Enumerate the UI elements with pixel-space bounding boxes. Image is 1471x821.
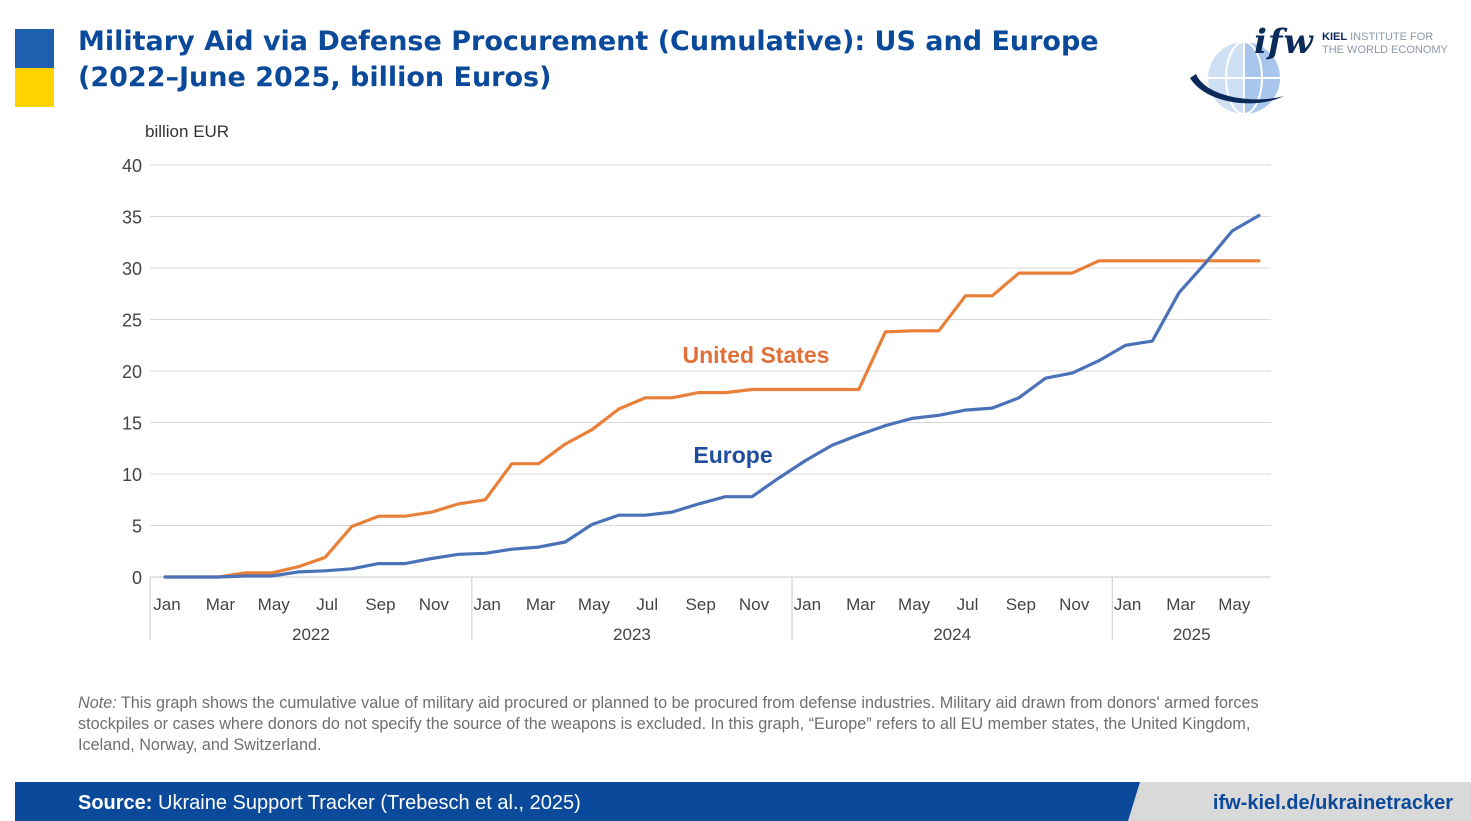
x-tick-label: Jul	[316, 595, 338, 614]
x-tick-label: Mar	[846, 595, 876, 614]
x-tick-label: Nov	[1059, 595, 1090, 614]
x-tick-label: Jan	[153, 595, 180, 614]
y-tick-label: 20	[122, 362, 142, 382]
ukraine-flag-blue	[15, 29, 54, 68]
chart-title: Military Aid via Defense Procurement (Cu…	[78, 24, 1158, 96]
year-label: 2024	[933, 625, 971, 644]
source-citation: Source: Ukraine Support Tracker (Trebesc…	[78, 792, 581, 815]
gridlines	[150, 164, 1271, 578]
x-tick-label: Jan	[473, 595, 500, 614]
title-line-2: (2022–June 2025, billion Euros)	[78, 62, 552, 93]
source-text: Ukraine Support Tracker (Trebesch et al.…	[152, 792, 581, 814]
y-tick-label: 0	[132, 568, 142, 588]
x-tick-label: May	[1218, 595, 1251, 614]
tracker-link[interactable]: ifw-kiel.de/ukrainetracker	[1212, 792, 1453, 814]
logo-wordmark: ifw	[1254, 22, 1314, 62]
footer-url-panel	[1128, 782, 1471, 821]
chart-note: Note: This graph shows the cumulative va…	[78, 693, 1273, 756]
ifw-logo: ifw KIEL INSTITUTE FOR THE WORLD ECONOMY	[1186, 20, 1461, 116]
annotation-united-states: United States	[683, 342, 830, 368]
x-tick-label: Sep	[686, 595, 716, 614]
y-tick-label: 25	[122, 311, 142, 331]
year-label: 2023	[613, 625, 651, 644]
x-tick-label: Mar	[1166, 595, 1196, 614]
x-tick-label: May	[578, 595, 611, 614]
logo-institute-name: KIEL INSTITUTE FOR THE WORLD ECONOMY	[1322, 31, 1448, 57]
globe-icon	[1190, 41, 1284, 115]
y-tick-label: 30	[122, 259, 142, 279]
y-axis-label: billion EUR	[145, 122, 229, 141]
year-label: 2025	[1173, 625, 1211, 644]
x-tick-label: Nov	[739, 595, 770, 614]
logo-institute-line2: THE WORLD ECONOMY	[1322, 44, 1448, 56]
footer-bar	[15, 782, 1145, 821]
x-tick-label: Jul	[636, 595, 658, 614]
y-tick-label: 15	[122, 414, 142, 434]
x-tick-label: May	[898, 595, 931, 614]
x-tick-label: Sep	[1006, 595, 1036, 614]
y-tick-label: 10	[122, 465, 142, 485]
x-tick-label: Nov	[419, 595, 450, 614]
ukraine-flag-yellow	[15, 68, 54, 107]
x-tick-label: Jan	[1114, 595, 1141, 614]
note-text: This graph shows the cumulative value of…	[78, 694, 1259, 754]
x-tick-label: May	[258, 595, 291, 614]
x-tick-label: Jan	[794, 595, 821, 614]
title-line-1: Military Aid via Defense Procurement (Cu…	[78, 26, 1099, 57]
x-tick-label: Sep	[365, 595, 395, 614]
series-line-europe	[163, 213, 1261, 579]
x-tick-label: Mar	[526, 595, 556, 614]
logo-kiel: KIEL	[1322, 31, 1348, 43]
y-tick-label: 5	[132, 517, 142, 537]
logo-institute-rest: INSTITUTE FOR	[1347, 31, 1434, 43]
y-axis-ticks: 0 5 10 15 20 25 30 35 40	[122, 156, 142, 588]
series-lines	[163, 213, 1261, 579]
series-line-united-states	[163, 259, 1261, 579]
year-label: 2022	[292, 625, 330, 644]
y-tick-label: 35	[122, 208, 142, 228]
x-tick-label: Mar	[206, 595, 236, 614]
x-axis: Jan Mar May Jul Sep Nov Jan Mar May Jul Sep Nov Jan M…	[149, 577, 1251, 644]
annotation-europe: Europe	[693, 442, 772, 468]
note-prefix: Note:	[78, 694, 117, 712]
y-tick-label: 40	[122, 156, 142, 176]
x-tick-label: Jul	[957, 595, 979, 614]
source-label: Source:	[78, 792, 153, 814]
